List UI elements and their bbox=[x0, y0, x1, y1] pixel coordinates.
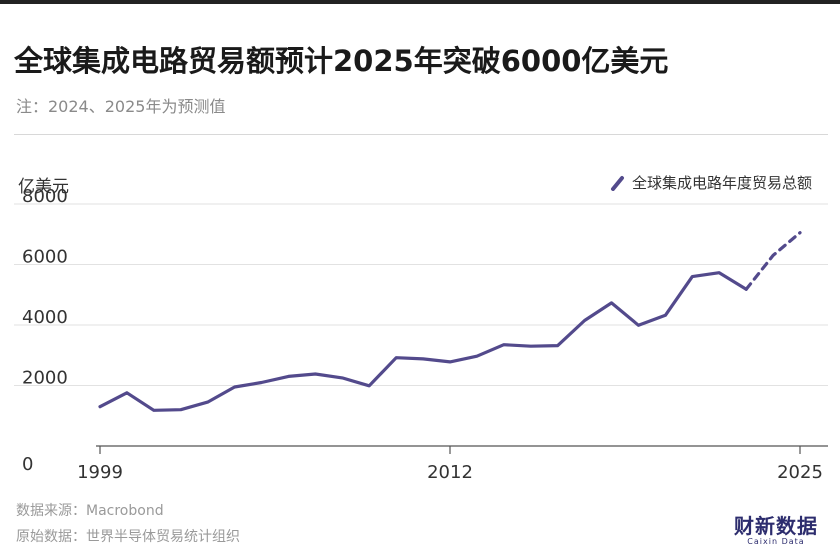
top-rule bbox=[0, 0, 840, 4]
series-line-projected bbox=[744, 231, 802, 291]
y-tick-label: 0 bbox=[22, 454, 33, 475]
chart-subtitle: 注：2024、2025年为预测值 bbox=[16, 97, 226, 116]
legend-swatch bbox=[610, 175, 624, 191]
x-tick-label: 1999 bbox=[77, 462, 123, 483]
legend-label: 全球集成电路年度贸易总额 bbox=[631, 174, 812, 192]
header-divider bbox=[14, 134, 828, 135]
y-tick-label: 6000 bbox=[22, 247, 68, 268]
brand-en: Caixin Data bbox=[747, 537, 805, 546]
y-tick-label: 4000 bbox=[22, 307, 68, 328]
x-tick-label: 2025 bbox=[777, 462, 823, 483]
x-tick-label: 2012 bbox=[427, 462, 473, 483]
brand-logo: 财新数据 Caixin Data bbox=[734, 510, 818, 546]
y-tick-label: 8000 bbox=[22, 186, 68, 207]
brand-name: 财新数据 bbox=[734, 514, 818, 538]
y-tick-label: 2000 bbox=[22, 368, 68, 389]
legend: 全球集成电路年度贸易总额 bbox=[610, 172, 812, 193]
original-source-note: 原始数据：世界半导体贸易统计组织 bbox=[16, 529, 240, 545]
source-note: 数据来源：Macrobond bbox=[16, 503, 164, 519]
chart-title: 全球集成电路贸易额预计2025年突破6000亿美元 bbox=[14, 44, 669, 78]
y-axis-unit-label: 亿美元 bbox=[18, 177, 69, 197]
series-line-actual bbox=[98, 271, 748, 412]
